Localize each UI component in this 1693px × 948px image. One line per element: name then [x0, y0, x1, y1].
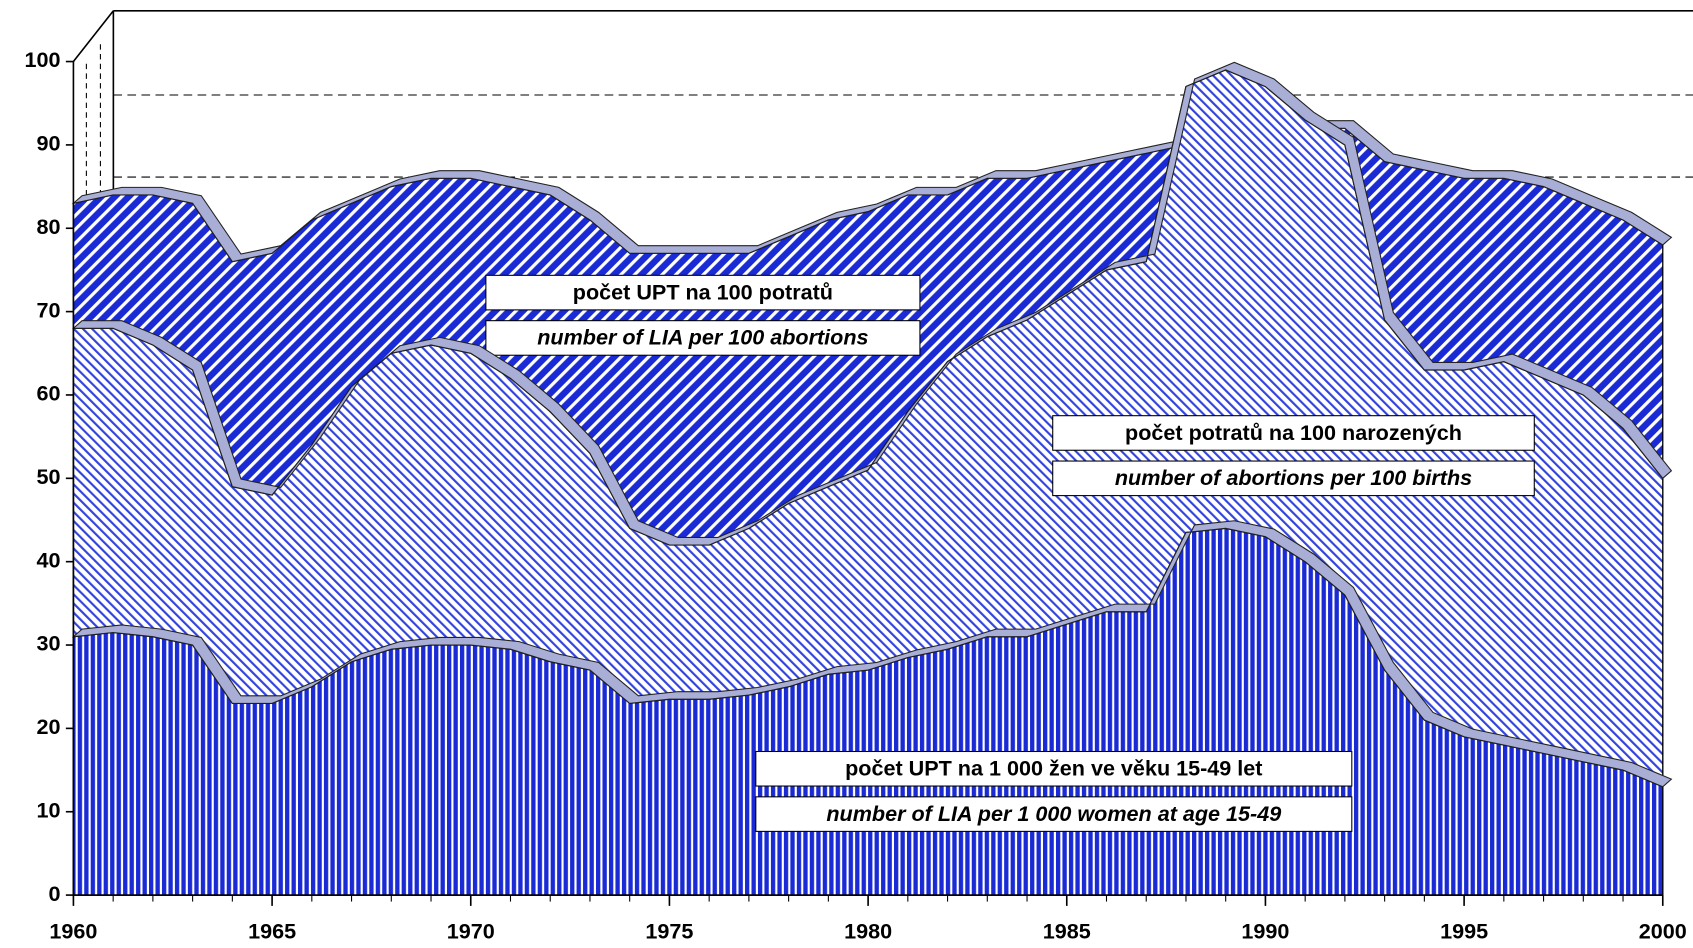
x-tick-label: 1995	[1440, 919, 1488, 944]
label-box	[1052, 415, 1535, 451]
y-tick-label: 80	[36, 214, 60, 239]
series-label-en: number of LIA per 1 000 women at age 15-…	[826, 801, 1281, 826]
series-label: počet UPT na 100 potratů	[573, 279, 833, 304]
y-tick-label: 90	[36, 131, 60, 156]
area-top-edge	[71, 120, 1673, 263]
y-tick-label: 50	[36, 464, 60, 489]
label-box	[485, 320, 921, 356]
x-tick-label: 1990	[1241, 919, 1289, 944]
area-top-edge	[71, 61, 1673, 546]
series-label-en: number of LIA per 100 abortions	[537, 325, 868, 350]
y-tick-label: 60	[36, 381, 60, 406]
series-label: počet UPT na 1 000 žen ve věku 15-49 let	[845, 756, 1262, 781]
x-tick-label: 1985	[1043, 919, 1091, 944]
x-tick-label: 1960	[49, 919, 97, 944]
label-box	[1052, 460, 1535, 497]
x-tick-label: 1975	[645, 919, 693, 944]
label-box	[755, 796, 1353, 832]
label-box	[755, 750, 1353, 787]
y-tick-label: 70	[36, 297, 60, 322]
y-tick-label: 10	[36, 797, 60, 822]
y-tick-label: 100	[24, 47, 60, 72]
label-box	[485, 274, 921, 311]
y-tick-label: 40	[36, 547, 60, 572]
x-tick-label: 1980	[844, 919, 892, 944]
y-tick-label: 30	[36, 631, 60, 656]
area-top-edge	[71, 520, 1673, 788]
y-tick-label: 20	[36, 714, 60, 739]
series-label: počet potratů na 100 narozených	[1125, 420, 1462, 445]
y-tick-label: 0	[48, 881, 60, 906]
x-tick-label: 2000	[1639, 919, 1687, 944]
x-tick-label: 1965	[248, 919, 296, 944]
series-label-en: number of abortions per 100 births	[1115, 465, 1472, 490]
x-tick-label: 1970	[447, 919, 495, 944]
